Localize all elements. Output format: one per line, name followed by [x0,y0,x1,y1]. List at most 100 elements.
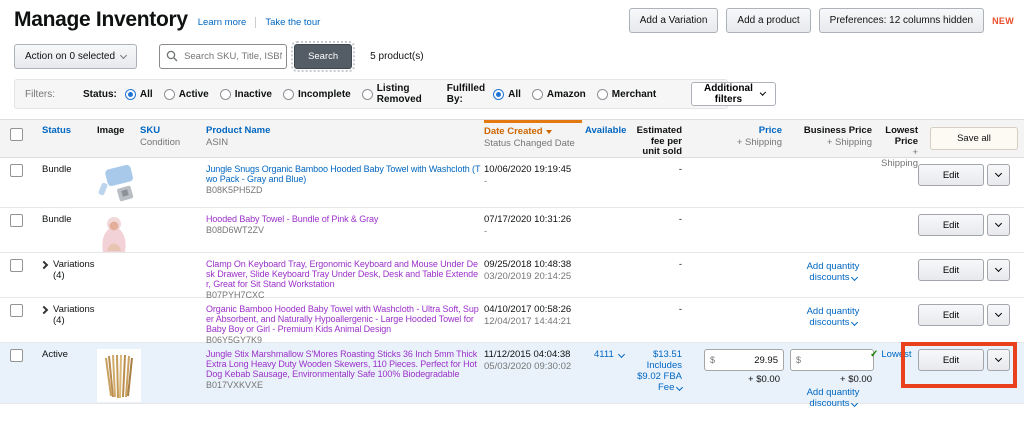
search-button[interactable]: Search [291,41,356,72]
row-checkbox[interactable] [10,164,23,177]
estimated-fee: - [678,214,682,225]
fulfilled-filter-merchant[interactable]: Merchant [596,88,656,100]
row-checkbox[interactable] [10,304,23,317]
status-filter-incomplete[interactable]: Incomplete [282,88,351,100]
status-changed-date: 03/20/2019 20:14:25 [484,271,572,282]
bulk-action-label: Action on 0 selected [25,51,116,62]
estimated-fee-link[interactable]: $13.51 Includes $9.02 FBA Fee [637,349,684,393]
row-status: Variations [53,304,95,315]
preferences-button[interactable]: Preferences: 12 columns hidden [818,8,985,33]
product-name-link[interactable]: Jungle Snugs Organic Bamboo Hooded Baby … [206,164,481,184]
fulfilled-filter-all[interactable]: All [493,88,521,100]
column-header-available[interactable]: Available [585,125,627,136]
fulfilled-filter-amazon[interactable]: Amazon [531,88,586,100]
edit-dropdown-button[interactable] [987,214,1010,236]
date-created: 04/10/2017 00:58:26 [484,304,572,315]
column-subheader-asin: ASIN [206,136,229,148]
radio-icon [124,88,136,100]
row-status: Bundle [42,214,72,225]
chevron-down-icon [850,273,858,282]
date-created: 07/17/2020 10:31:26 [484,214,572,225]
edit-button[interactable]: Edit [918,304,984,326]
chevron-down-icon [994,309,1003,318]
take-the-tour-link[interactable]: Take the tour [265,17,321,28]
product-name-link[interactable]: Jungle Stix Marshmallow S'Mores Roasting… [206,349,478,379]
add-quantity-discounts-link[interactable]: Add quantity discounts [806,387,860,409]
table-header: Status Image SKU Condition Product Name AS… [0,119,1024,168]
expand-chevron-icon [39,260,49,270]
action-bar: Action on 0 selected Search 5 product(s) [0,33,1024,74]
column-header-business-price: Business Price [803,125,872,136]
column-header-status[interactable]: Status [42,125,72,136]
additional-filters-button[interactable]: Additional filters [691,82,777,106]
learn-more-link[interactable]: Learn more [197,17,247,28]
chevron-down-icon [994,169,1003,178]
table-row: Bundle Hooded Baby Towel - Bundle of Pin… [0,208,1024,253]
radio-icon [596,88,608,100]
add-quantity-discounts-link[interactable]: Add quantity discounts [806,261,860,283]
status-filter-listing-removed[interactable]: Listing Removed [361,83,422,105]
column-header-lowest-price: Lowest Price [885,125,918,147]
product-name-link[interactable]: Hooded Baby Towel - Bundle of Pink & Gra… [206,214,379,224]
add-product-button[interactable]: Add a product [726,8,811,33]
product-asin: B08D6WT2ZV [206,225,265,235]
edit-button[interactable]: Edit [918,259,984,281]
filters-bar: Filters: Status: All Active Inactive Inc… [14,79,777,109]
bulk-action-dropdown[interactable]: Action on 0 selected [14,44,138,69]
edit-button[interactable]: Edit [918,349,984,371]
status-changed-date: - [484,226,488,237]
date-created: 11/12/2015 04:04:38 [484,349,571,360]
add-variation-button[interactable]: Add a Variation [628,8,719,33]
search-input[interactable] [159,44,288,69]
column-header-sku[interactable]: SKU [140,125,161,136]
status-changed-date: - [484,176,488,187]
radio-icon [531,88,543,100]
radio-icon [282,88,294,100]
status-filter-all[interactable]: All [124,88,153,100]
lowest-price-link[interactable]: Lowest [881,349,912,360]
edit-button[interactable]: Edit [918,164,984,186]
edit-dropdown-button[interactable] [987,164,1010,186]
table-row: Bundle Jungle Snugs Organic Bamboo Hoode… [0,158,1024,208]
business-price-shipping: + $0.00 [840,374,872,385]
chevron-down-icon [675,383,684,392]
variations-expander[interactable]: Variations (4) [38,298,95,345]
estimated-fee: - [678,304,682,315]
variations-expander[interactable]: Variations (4) [38,253,95,300]
edit-dropdown-button[interactable] [987,259,1010,281]
estimated-fee: - [678,164,682,175]
column-subheader-status-changed: Status Changed Date [484,137,575,149]
row-checkbox[interactable] [10,349,23,362]
business-price-input[interactable]: $ [790,349,874,371]
sort-desc-icon [545,130,552,134]
row-status: Variations [53,259,95,270]
chevron-down-icon [850,399,858,408]
status-changed-date: 05/03/2020 09:30:02 [484,361,572,372]
column-header-estimated-fee: Estimated fee per unit sold [636,125,682,157]
select-all-checkbox[interactable] [10,128,23,141]
row-checkbox[interactable] [10,259,23,272]
edit-dropdown-button[interactable] [987,304,1010,326]
sort-indicator-bar [484,120,582,123]
status-changed-date: 12/04/2017 14:44:21 [484,316,572,327]
product-asin: B06Y5GY7K9 [206,335,263,345]
column-header-date-created[interactable]: Date Created [484,126,552,137]
save-all-button[interactable]: Save all [930,127,1018,150]
product-name-link[interactable]: Organic Bamboo Hooded Baby Towel with Wa… [206,304,479,334]
price-input[interactable]: $29.95 [704,349,784,371]
product-name-link[interactable]: Clamp On Keyboard Tray, Ergonomic Keyboa… [206,259,478,289]
chevron-down-icon [994,219,1003,228]
chevron-down-icon [617,350,625,359]
column-header-image: Image [97,125,125,136]
status-filter-active[interactable]: Active [163,88,209,100]
status-filter-inactive[interactable]: Inactive [219,88,272,100]
table-row: Variations (4) Clamp On Keyboard Tray, Er… [0,253,1024,300]
add-quantity-discounts-link[interactable]: Add quantity discounts [806,306,860,328]
available-quantity-link[interactable]: 4111 [594,349,614,360]
chevron-down-icon [120,51,128,59]
column-header-price[interactable]: Price [758,125,782,136]
column-header-product-name[interactable]: Product Name [206,125,271,136]
edit-dropdown-button[interactable] [987,349,1010,371]
edit-button[interactable]: Edit [918,214,984,236]
row-checkbox[interactable] [10,214,23,227]
